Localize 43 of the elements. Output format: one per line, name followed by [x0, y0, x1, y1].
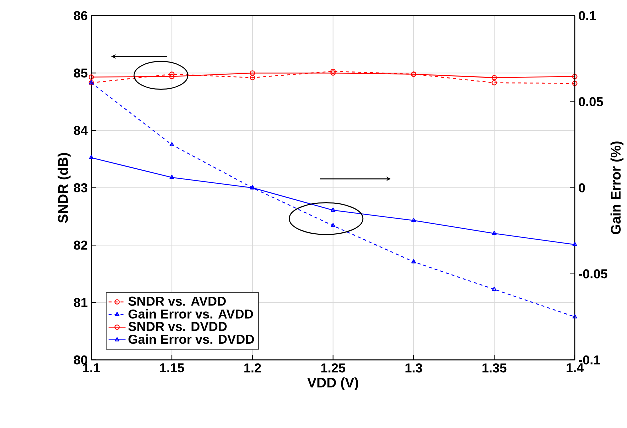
point — [412, 260, 416, 264]
x-tick-label: 1.15 — [160, 364, 184, 373]
point — [492, 75, 498, 81]
point — [330, 208, 336, 212]
point — [170, 74, 175, 80]
y-tick-label: 85 — [74, 68, 88, 78]
y2-tick-label: 0.05 — [579, 98, 604, 107]
y2-axis-title: Gain Error (%) — [610, 142, 624, 235]
point — [170, 175, 174, 180]
legend-label: Gain Error vs. AVDD — [128, 309, 254, 319]
legend-label: SNDR vs. DVDD — [128, 322, 227, 332]
y-tick-label: 86 — [74, 11, 88, 21]
x-tick-label: 1.35 — [482, 364, 507, 373]
point — [492, 231, 497, 236]
point — [330, 70, 336, 76]
point — [250, 75, 256, 81]
y-tick-label: 82 — [74, 240, 88, 250]
y2-tick-label: 0 — [579, 184, 586, 193]
y2-tick-label: -0.1 — [579, 356, 600, 365]
x-tick-label: 1.3 — [406, 364, 422, 373]
x-tick-label: 1.2 — [244, 364, 262, 373]
point — [572, 314, 578, 319]
point — [330, 223, 336, 228]
y-tick-label: 80 — [74, 356, 88, 365]
point — [330, 69, 336, 74]
point — [412, 218, 416, 222]
point — [250, 70, 256, 76]
point — [492, 287, 497, 292]
y-tick-label: 81 — [74, 298, 88, 308]
y-axis-title: SNDR (dB) — [58, 153, 71, 224]
point — [492, 80, 498, 86]
legend-label: Gain Error vs. DVDD — [128, 334, 254, 344]
y2-tick-label: -0.05 — [579, 270, 608, 279]
y-tick-label: 84 — [74, 126, 88, 136]
legend-label: SNDR vs. AVDD — [128, 296, 226, 306]
point — [572, 81, 578, 86]
y2-tick-label: 0.1 — [579, 11, 596, 21]
x-tick-label: 1.4 — [566, 364, 584, 373]
point — [170, 142, 174, 147]
y-tick-label: 83 — [74, 184, 88, 193]
x-axis-title: VDD (V) — [308, 378, 358, 391]
x-tick-label: 1.25 — [322, 364, 346, 373]
x-tick-label: 1.1 — [83, 364, 100, 373]
